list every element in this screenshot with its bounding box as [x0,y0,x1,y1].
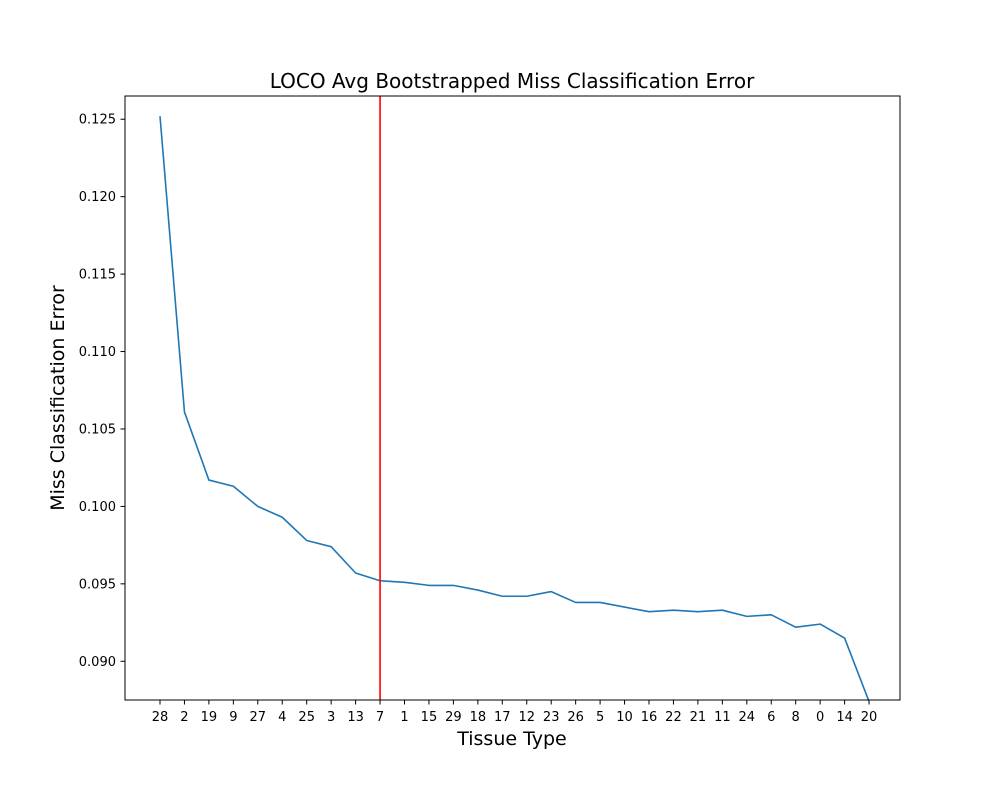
x-tick-label: 13 [347,710,364,725]
y-tick-label: 0.090 [79,655,116,670]
x-tick-label: 4 [278,710,286,725]
y-axis-label: Miss Classification Error [47,285,69,511]
x-tick-label: 23 [543,710,560,725]
x-tick-label: 0 [816,710,824,725]
x-tick-label: 20 [861,710,878,725]
x-tick-label: 15 [421,710,438,725]
x-tick-label: 1 [400,710,408,725]
x-tick-label: 10 [616,710,633,725]
y-axis-ticks: 0.090 0.095 0.100 0.105 0.110 0.115 0.120 0.125 [79,113,125,670]
y-tick-label: 0.125 [79,113,116,128]
x-tick-label: 21 [690,710,707,725]
series-layer [159,96,870,702]
y-tick-label: 0.120 [79,190,116,205]
x-tick-label: 29 [445,710,462,725]
x-tick-label: 12 [518,710,535,725]
x-tick-label: 3 [327,710,335,725]
plot-frame [124,95,901,701]
y-tick-label: 0.095 [79,577,116,592]
x-tick-label: 5 [596,710,604,725]
x-tick-label: 27 [250,710,267,725]
x-tick-label: 18 [470,710,487,725]
x-tick-label: 6 [767,710,775,725]
x-axis-label: Tissue Type [456,728,567,750]
x-tick-label: 19 [201,710,218,725]
y-tick-label: 0.115 [79,268,116,283]
x-tick-label: 14 [836,710,853,725]
x-tick-label: 24 [739,710,756,725]
x-tick-label: 7 [376,710,384,725]
x-tick-label: 8 [792,710,800,725]
x-tick-label: 11 [714,710,731,725]
x-tick-label: 28 [152,710,169,725]
y-tick-label: 0.100 [79,500,116,515]
series-line [159,116,870,702]
x-tick-label: 16 [641,710,658,725]
x-tick-label: 17 [494,710,511,725]
x-tick-label: 2 [180,710,188,725]
x-tick-label: 22 [665,710,682,725]
x-tick-label: 26 [567,710,584,725]
chart-title: LOCO Avg Bootstrapped Miss Classificatio… [270,69,755,93]
x-tick-label: 9 [229,710,237,725]
x-axis-ticks: 28 2 19 9 27 4 25 3 13 7 1 15 29 18 17 12 23 26 5 10 16 22 21 1… [152,700,878,725]
y-tick-label: 0.105 [79,422,116,437]
y-tick-label: 0.110 [79,345,116,360]
x-tick-label: 25 [298,710,315,725]
